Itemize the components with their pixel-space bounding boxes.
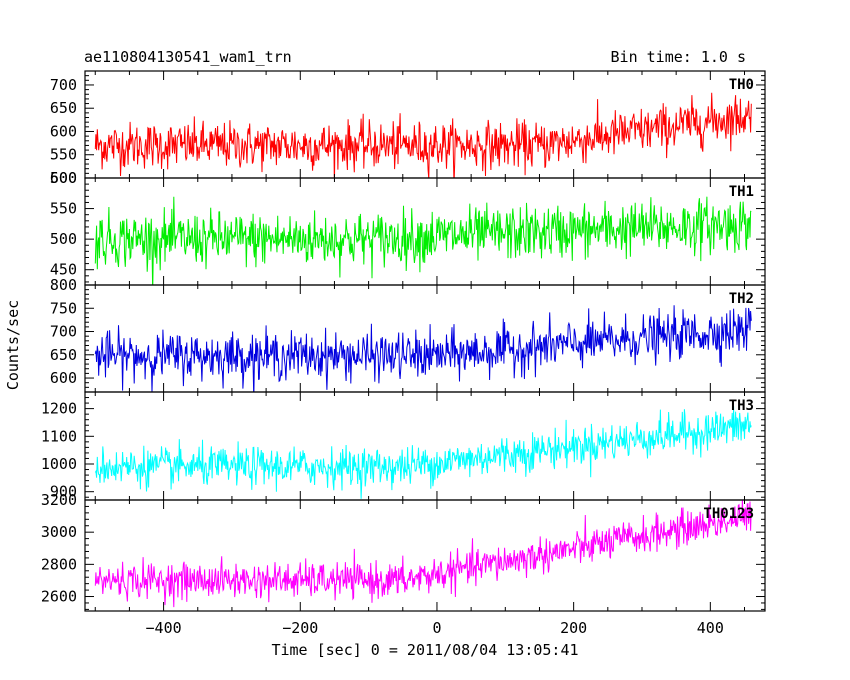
series-line-th0 [94, 92, 752, 178]
y-tick-label: 550 [50, 200, 77, 218]
series-line-th0123 [94, 500, 752, 608]
y-tick-label: 650 [50, 99, 77, 117]
x-tick-label: 400 [697, 619, 724, 637]
panel-th1: 450 500 550 600 TH1 [50, 169, 766, 286]
x-tick-label: 0 [432, 619, 441, 637]
x-tick-label: 200 [560, 619, 587, 637]
y-tick-label: 600 [50, 122, 77, 140]
series-label: TH3 [729, 398, 754, 414]
y-tick-label: 1100 [41, 427, 77, 445]
series-line-th3 [94, 406, 752, 499]
y-tick-label: 3200 [41, 491, 77, 509]
plot-title: ae110804130541_wam1_trn [84, 48, 292, 66]
series-line-th1 [94, 196, 752, 285]
y-tick-label: 700 [50, 323, 77, 341]
y-tick-label: 700 [50, 76, 77, 94]
panel-th0123: 2600 2800 3000 3200 TH0123 −400 −200 0 200 400 [41, 491, 766, 637]
panel-frame [84, 499, 766, 612]
panel-th0: 500 550 600 650 700 TH0 [50, 70, 766, 187]
y-tick-label: 500 [50, 169, 77, 187]
y-tick-label: 500 [50, 230, 77, 248]
y-tick-label: 450 [50, 261, 77, 279]
series-label: TH0 [729, 77, 754, 93]
x-tick-label: −400 [146, 619, 182, 637]
y-tick-label: 600 [50, 169, 77, 187]
y-tick-label: 800 [50, 276, 77, 294]
series-line-th2 [94, 305, 752, 392]
y-axis-label: Counts/sec [4, 300, 22, 390]
y-tick-label: 3000 [41, 523, 77, 541]
y-tick-label: 2800 [41, 555, 77, 573]
y-tick-label: 650 [50, 346, 77, 364]
panels-group: 500 550 600 650 700 TH0 450 500 550 600 TH1 600 650 7… [41, 70, 766, 637]
x-axis-label: Time [sec] 0 = 2011/08/04 13:05:41 [271, 641, 578, 659]
y-tick-label: 1200 [41, 400, 77, 418]
x-tick-label: −200 [282, 619, 318, 637]
series-label: TH1 [729, 184, 754, 200]
panel-th2: 600 650 700 750 800 TH2 [50, 276, 766, 393]
y-tick-label: 600 [50, 369, 77, 387]
y-tick-label: 2600 [41, 588, 77, 606]
y-tick-label: 1000 [41, 455, 77, 473]
series-label: TH0123 [703, 506, 754, 522]
series-label: TH2 [729, 291, 754, 307]
panel-th3: 900 1000 1100 1200 TH3 [41, 391, 766, 501]
y-tick-label: 900 [50, 483, 77, 501]
y-tick-label: 550 [50, 146, 77, 164]
bin-time-label: Bin time: 1.0 s [611, 48, 746, 66]
y-tick-label: 750 [50, 299, 77, 317]
